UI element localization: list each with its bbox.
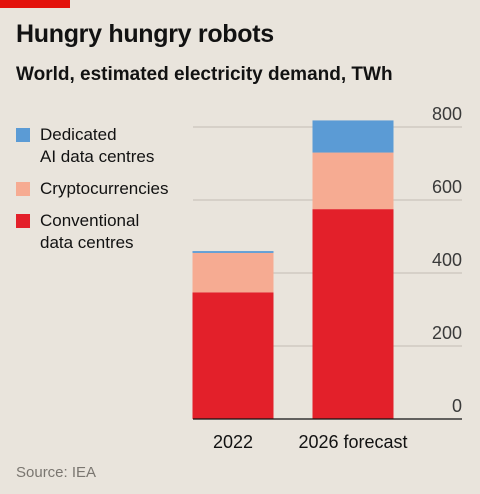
- y-tick-label-800: 800: [432, 104, 462, 124]
- legend: Dedicated AI data centres Cryptocurrenci…: [16, 124, 169, 264]
- bar-1-series-0: [312, 209, 394, 419]
- bar-0-series-2: [192, 251, 274, 253]
- source-note: Source: IEA: [16, 464, 97, 481]
- legend-swatch-crypto: [16, 182, 30, 196]
- legend-item-conventional: Conventional data centres: [16, 210, 169, 254]
- bar-1-series-1: [312, 152, 394, 210]
- chart-title: Hungry hungry robots: [16, 20, 274, 48]
- legend-swatch-conventional: [16, 214, 30, 228]
- y-tick-label-600: 600: [432, 177, 462, 197]
- y-tick-label-0: 0: [452, 396, 462, 416]
- legend-item-crypto: Cryptocurrencies: [16, 178, 169, 200]
- x-tick-label-0: 2022: [213, 432, 253, 452]
- legend-item-ai: Dedicated AI data centres: [16, 124, 169, 168]
- brand-tag: [0, 0, 70, 8]
- x-tick-label-1: 2026 forecast: [298, 432, 407, 452]
- chart-subtitle: World, estimated electricity demand, TWh: [16, 64, 393, 85]
- legend-label-ai: Dedicated AI data centres: [40, 125, 155, 166]
- legend-swatch-ai: [16, 128, 30, 142]
- y-tick-label-400: 400: [432, 250, 462, 270]
- legend-label-conventional: Conventional data centres: [40, 211, 140, 252]
- y-tick-label-200: 200: [432, 323, 462, 343]
- legend-label-crypto: Cryptocurrencies: [40, 179, 169, 198]
- bar-0-series-1: [192, 252, 274, 293]
- bar-1-series-2: [312, 120, 394, 153]
- bar-0-series-0: [192, 292, 274, 419]
